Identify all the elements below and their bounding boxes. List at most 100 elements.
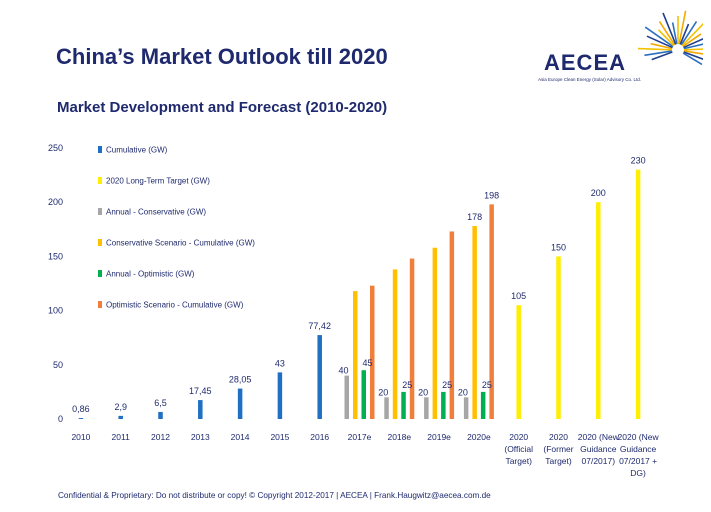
bar xyxy=(384,397,389,419)
bar xyxy=(463,397,469,419)
x-tick-label: 2020 (New Guidance 07/2017 + DG) xyxy=(618,432,660,478)
bar xyxy=(424,397,429,419)
data-label: 20 xyxy=(378,387,388,397)
y-tick-label: 100 xyxy=(48,306,63,316)
aecea-logo xyxy=(637,10,703,66)
y-tick-label: 250 xyxy=(48,143,63,153)
legend-label: Conservative Scenario - Cumulative (GW) xyxy=(106,239,255,248)
data-label: 230 xyxy=(631,156,646,166)
y-tick-label: 200 xyxy=(48,197,63,207)
logo-ray xyxy=(650,42,673,50)
bar xyxy=(237,388,243,419)
bar xyxy=(432,247,438,419)
chart-subtitle: Market Development and Forecast (2010-20… xyxy=(57,99,388,116)
y-axis: 0 50 100 150 200 250 xyxy=(48,143,63,424)
logo-ray xyxy=(682,52,703,66)
legend-label: Annual - Optimistic (GW) xyxy=(106,270,195,279)
logo-ray xyxy=(682,33,702,48)
slide-title: China’s Market Outlook till 2020 xyxy=(56,44,388,69)
data-label: 77,42 xyxy=(308,321,331,331)
data-label: 43 xyxy=(275,358,285,368)
data-label: 105 xyxy=(511,291,526,301)
legend: Cumulative (GW) 2020 Long-Term Target (GW… xyxy=(98,146,255,310)
logo-wordmark: AECEA xyxy=(544,50,627,75)
bar xyxy=(392,269,398,419)
logo-ray xyxy=(651,51,673,61)
logo-ray xyxy=(644,50,673,57)
bar xyxy=(158,411,163,419)
bar xyxy=(489,204,494,419)
data-label: 20 xyxy=(458,387,468,397)
bar xyxy=(78,418,84,419)
data-label: 25 xyxy=(482,380,492,390)
data-label: 2,9 xyxy=(114,402,127,412)
x-tick-label: 2020 (Former Target) xyxy=(543,432,573,466)
logo-ray xyxy=(657,29,675,47)
bar xyxy=(344,375,349,419)
x-tick-label: 2014 xyxy=(231,432,250,442)
x-tick-label: 2013 xyxy=(191,432,210,442)
data-label: 25 xyxy=(442,380,452,390)
bar xyxy=(198,400,203,419)
logo-ray xyxy=(683,50,703,55)
legend-swatch xyxy=(98,301,102,308)
x-axis: 2010 2011 2012 2013 2014 2015 2016 2017e 2018e 20… xyxy=(71,432,659,478)
x-tick-label: 2020e xyxy=(467,432,491,442)
logo-ray xyxy=(683,43,703,50)
x-tick-label: 2019e xyxy=(427,432,451,442)
bar xyxy=(480,391,486,419)
legend-swatch xyxy=(98,177,102,184)
logo-rays-icon xyxy=(637,10,703,66)
x-tick-label: 2020 (Official Target) xyxy=(504,432,533,466)
legend-swatch xyxy=(98,146,102,153)
bar xyxy=(596,202,601,419)
logo-ray xyxy=(671,22,678,45)
legend-swatch xyxy=(98,239,102,246)
logo-ray xyxy=(646,35,673,49)
footer-copyright: Confidential & Proprietary: Do not distr… xyxy=(58,491,491,500)
logo-ray xyxy=(637,47,673,51)
bar xyxy=(556,256,561,419)
legend-label: Optimistic Scenario - Cumulative (GW) xyxy=(106,301,244,310)
logo-ray xyxy=(679,23,690,45)
bar xyxy=(317,335,322,419)
bar xyxy=(370,285,375,419)
logo-tagline: Asia Europe Clean Energy (Solar) Advisor… xyxy=(538,77,642,82)
logo-ray xyxy=(683,37,703,49)
bar xyxy=(118,415,123,419)
legend-label: Cumulative (GW) xyxy=(106,146,168,155)
data-label: 6,5 xyxy=(154,398,167,408)
logo-ray xyxy=(683,48,703,51)
bar xyxy=(472,226,477,419)
legend-label: Annual - Conservative (GW) xyxy=(106,208,206,217)
y-tick-label: 50 xyxy=(53,360,63,370)
logo-ray xyxy=(683,51,703,60)
data-label: 0,86 xyxy=(72,404,90,414)
data-label: 40 xyxy=(338,366,348,376)
bar xyxy=(361,370,366,419)
bar xyxy=(516,305,521,419)
x-tick-label: 2020 (New Guidance 07/2017) xyxy=(578,432,620,466)
legend-label: 2020 Long-Term Target (GW) xyxy=(106,177,210,186)
bar xyxy=(635,169,641,419)
logo-ray xyxy=(681,22,703,47)
data-label: 45 xyxy=(362,358,372,368)
logo-ray xyxy=(644,26,674,48)
x-tick-label: 2011 xyxy=(112,432,131,442)
y-tick-label: 150 xyxy=(48,251,63,261)
legend-swatch xyxy=(98,270,102,277)
data-label: 150 xyxy=(551,242,566,252)
logo-ray xyxy=(678,10,687,45)
logo-ray xyxy=(680,21,698,46)
x-tick-label: 2018e xyxy=(387,432,411,442)
bar xyxy=(449,231,455,419)
bar xyxy=(353,291,358,419)
bars-layer xyxy=(78,169,641,419)
bar xyxy=(401,391,406,419)
data-labels-layer: 0,86 2,9 6,5 17,45 28,05 43 77,42 40 45 20 25 20 25 2… xyxy=(72,156,645,414)
data-label: 17,45 xyxy=(189,386,212,396)
x-tick-label: 2017e xyxy=(348,432,372,442)
data-label: 200 xyxy=(591,188,606,198)
x-tick-label: 2010 xyxy=(71,432,90,442)
